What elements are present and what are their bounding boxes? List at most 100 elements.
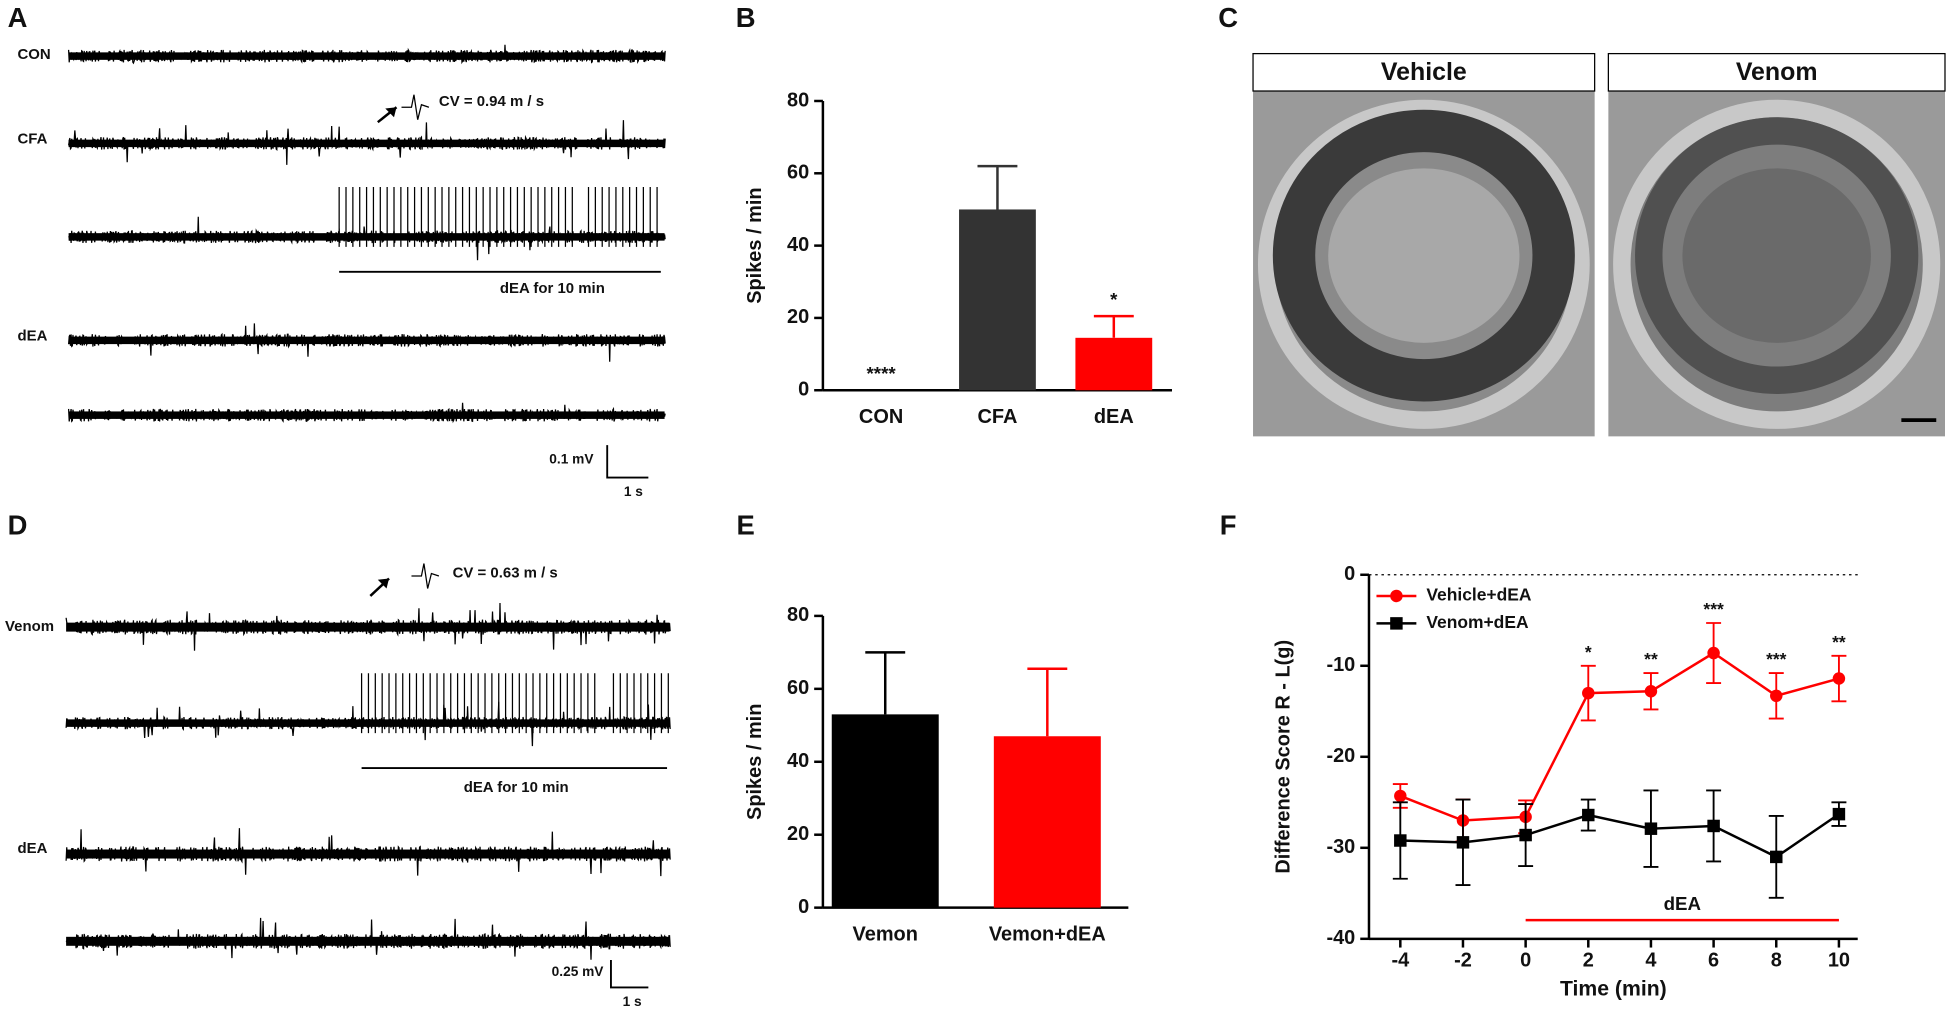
- trace-core: [68, 52, 665, 60]
- x-tick-label: 0: [1520, 950, 1531, 972]
- series-line: [1399, 651, 1840, 822]
- significance: ***: [1766, 649, 1787, 669]
- significance: ***: [1703, 599, 1724, 619]
- significance: **: [1644, 649, 1658, 669]
- scale-label: 0.25 mV: [552, 964, 605, 979]
- significance: ****: [867, 363, 897, 384]
- waveform: [401, 94, 430, 120]
- trace-label: CON: [17, 46, 50, 63]
- legend-marker: [1390, 617, 1403, 630]
- marker: [1770, 689, 1783, 703]
- x-tick-label: CON: [859, 406, 903, 428]
- scale-bar: [610, 960, 649, 989]
- trace-core: [66, 622, 670, 632]
- y-tick-label: 80: [787, 89, 809, 111]
- x-tick-label: dEA: [1094, 406, 1134, 428]
- bar: [831, 714, 939, 908]
- legend-label: Venom+dEA: [1426, 612, 1529, 632]
- y-axis-label: Difference Score R - L(g): [1272, 640, 1294, 874]
- arrow-head: [385, 107, 397, 118]
- y-tick-label: 40: [787, 234, 809, 256]
- panel-letter: F: [1220, 510, 1237, 541]
- arrow-head: [377, 578, 390, 589]
- x-tick-label: 8: [1771, 950, 1782, 972]
- y-tick-label: -30: [1326, 836, 1355, 858]
- panel-letter: C: [1218, 2, 1238, 33]
- stim-label: dEA for 10 min: [464, 779, 569, 796]
- x-tick-label: Vemon+dEA: [989, 923, 1106, 945]
- marker: [1394, 834, 1407, 847]
- stim-label: dEA: [1664, 893, 1701, 914]
- marker: [1519, 828, 1532, 842]
- trace-label: CFA: [17, 131, 47, 148]
- error-bar: [1027, 667, 1068, 737]
- trace-label: Venom: [5, 618, 54, 635]
- y-tick-label: 40: [787, 750, 809, 772]
- spike-train: [338, 187, 573, 247]
- trace-core: [66, 936, 670, 946]
- waveform: [411, 563, 440, 589]
- y-tick-label: 20: [787, 823, 809, 845]
- y-tick-label: -10: [1326, 654, 1355, 676]
- bar: [1075, 337, 1153, 391]
- axon: [1682, 168, 1871, 343]
- panel-letter: D: [8, 510, 28, 541]
- x-tick-label: CFA: [978, 406, 1018, 428]
- x-tick-label: 6: [1708, 950, 1719, 972]
- panel-letter: B: [736, 2, 756, 33]
- marker: [1394, 789, 1407, 803]
- marker: [1770, 850, 1783, 864]
- myelin: [1635, 117, 1919, 394]
- legend-label: Vehicle+dEA: [1426, 585, 1532, 605]
- spike-train: [360, 673, 596, 734]
- trace-core: [66, 849, 670, 859]
- y-tick-label: 0: [798, 379, 809, 401]
- significance: **: [1832, 632, 1846, 652]
- y-tick-label: 60: [787, 162, 809, 184]
- marker: [1832, 672, 1846, 685]
- y-tick-label: 0: [1344, 563, 1355, 585]
- marker: [1456, 836, 1470, 849]
- spike-train: [612, 673, 669, 734]
- scale-label: 1 s: [623, 994, 642, 1009]
- error-bar: [977, 164, 1018, 210]
- trace-label: dEA: [17, 328, 47, 345]
- y-axis-label: Spikes / min: [744, 187, 766, 303]
- y-tick-label: -20: [1326, 745, 1355, 767]
- error-bar: [1093, 314, 1134, 338]
- legend-marker: [1390, 589, 1403, 603]
- scale-label: 1 s: [624, 484, 643, 499]
- trace-core: [68, 411, 665, 419]
- cv-label: CV = 0.94 m / s: [439, 93, 544, 110]
- error-bar: [865, 651, 906, 715]
- trace-core: [68, 139, 665, 148]
- bar: [959, 209, 1036, 391]
- y-tick-label: 0: [798, 896, 809, 918]
- y-tick-label: -40: [1326, 927, 1355, 949]
- axon: [1328, 168, 1520, 343]
- stim-label: dEA for 10 min: [500, 280, 605, 297]
- trace-label: dEA: [17, 840, 47, 857]
- y-tick-label: 60: [787, 677, 809, 699]
- marker: [1832, 807, 1846, 821]
- panel-letter: E: [736, 510, 754, 541]
- x-tick-label: -2: [1454, 950, 1472, 972]
- significance: *: [1585, 642, 1592, 662]
- x-axis-label: Time (min): [1560, 978, 1667, 1001]
- y-tick-label: 80: [787, 604, 809, 626]
- x-tick-label: 4: [1645, 950, 1656, 972]
- cv-label: CV = 0.63 m / s: [453, 564, 558, 581]
- series-line: [1400, 813, 1840, 859]
- myelin: [1272, 109, 1575, 402]
- bar: [993, 736, 1101, 908]
- x-tick-label: Vemon: [853, 923, 918, 945]
- image-title: Venom: [1736, 58, 1818, 86]
- image-title: Vehicle: [1381, 58, 1467, 86]
- marker: [1644, 822, 1658, 835]
- scale-bar: [606, 445, 649, 479]
- marker: [1644, 685, 1658, 698]
- marker: [1582, 808, 1595, 822]
- x-tick-label: 10: [1828, 950, 1850, 972]
- image-header: [1252, 52, 1596, 92]
